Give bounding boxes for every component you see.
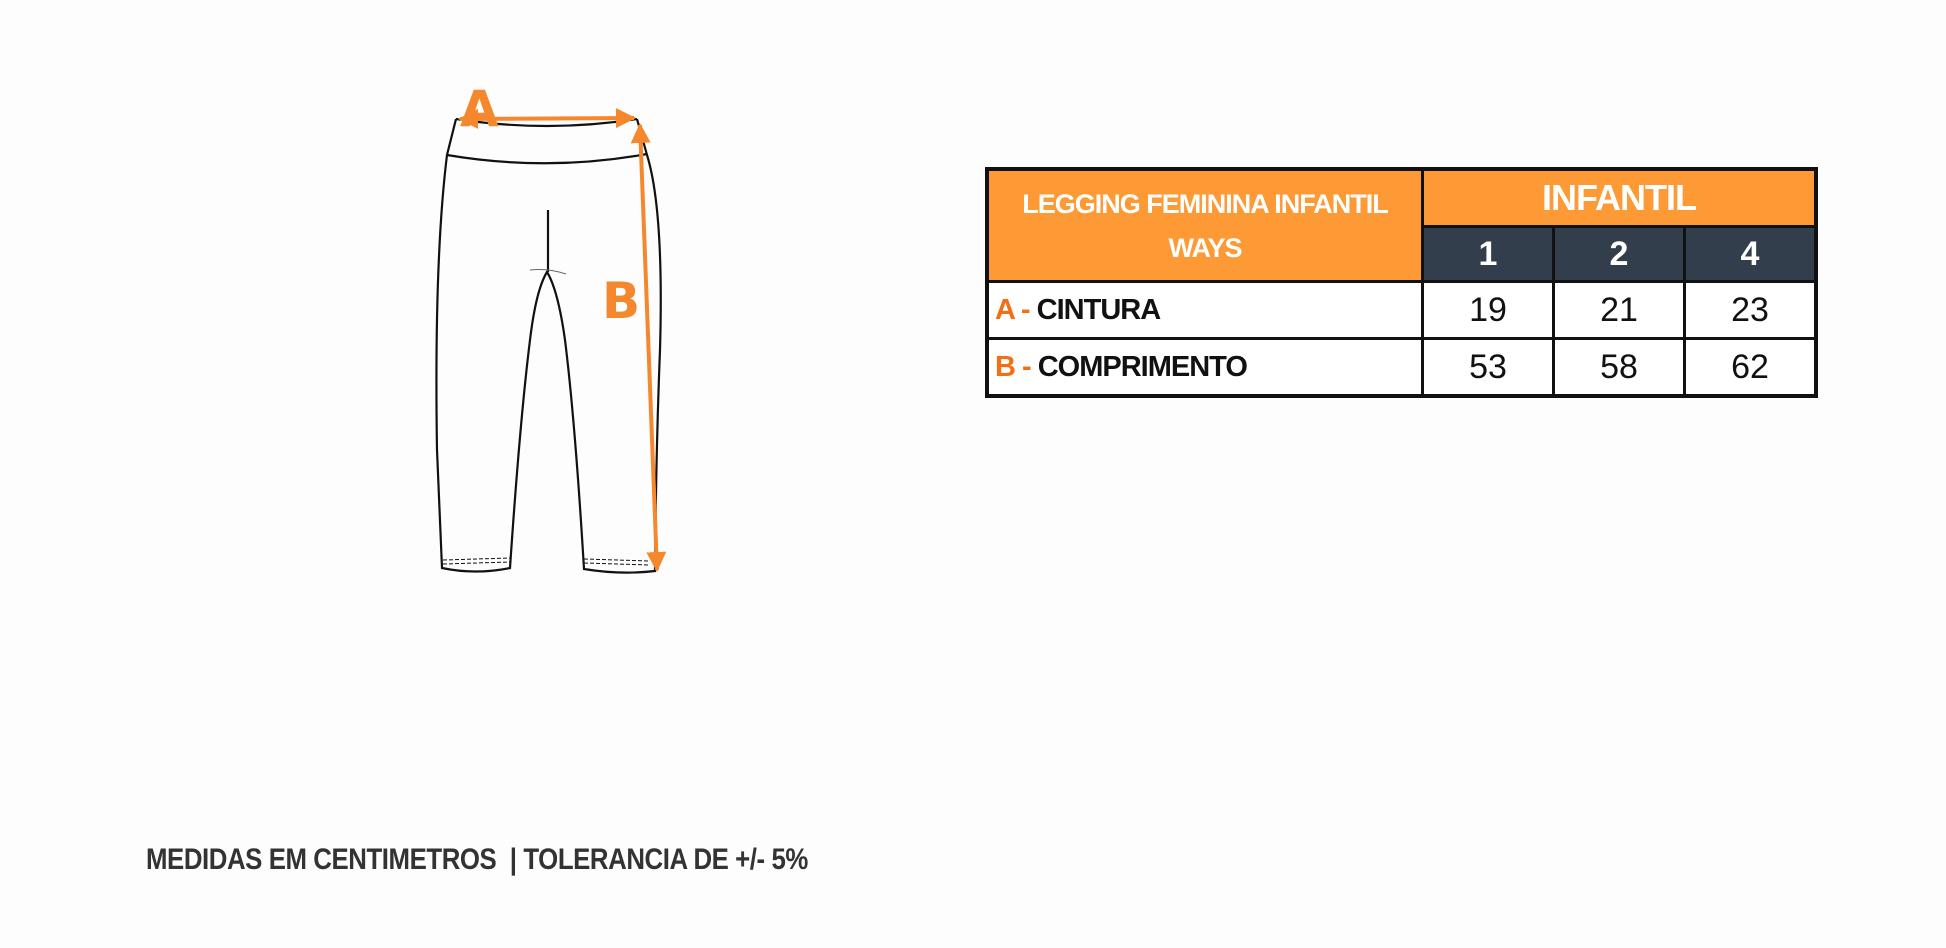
row-name: COMPRIMENTO — [1037, 350, 1248, 383]
table-cell: 62 — [1683, 337, 1818, 398]
row-label: A - CINTURA — [985, 280, 1424, 340]
table-row: B - COMPRIMENTO 53 58 62 — [985, 337, 1818, 398]
row-label: B - COMPRIMENTO — [985, 337, 1424, 398]
row-name: CINTURA — [1036, 293, 1161, 326]
size-header: 1 — [1421, 225, 1555, 283]
group-header: INFANTIL — [1421, 167, 1818, 228]
label-b: B — [602, 272, 640, 330]
table-title: LEGGING FEMININA INFANTIL WAYS — [985, 167, 1424, 283]
size-header: 2 — [1552, 225, 1686, 283]
length-measure-arrow — [630, 123, 667, 572]
footer-note: MEDIDAS EM CENTIMETROS | TOLERANCIA DE +… — [146, 843, 808, 876]
table-cell: 21 — [1552, 280, 1686, 340]
table-cell: 58 — [1552, 337, 1686, 398]
table-cell: 19 — [1421, 280, 1555, 340]
size-header: 4 — [1683, 225, 1818, 283]
table-cell: 23 — [1683, 280, 1818, 340]
table-cell: 53 — [1421, 337, 1555, 398]
waist-measure-arrow — [458, 108, 636, 129]
row-letter: B - — [995, 350, 1032, 383]
table-row: A - CINTURA 19 21 23 — [985, 280, 1818, 340]
legging-outline — [435, 117, 662, 574]
row-letter: A - — [995, 293, 1031, 326]
label-a: A — [460, 80, 499, 138]
size-table: LEGGING FEMININA INFANTIL WAYS INFANTIL … — [985, 167, 1818, 398]
